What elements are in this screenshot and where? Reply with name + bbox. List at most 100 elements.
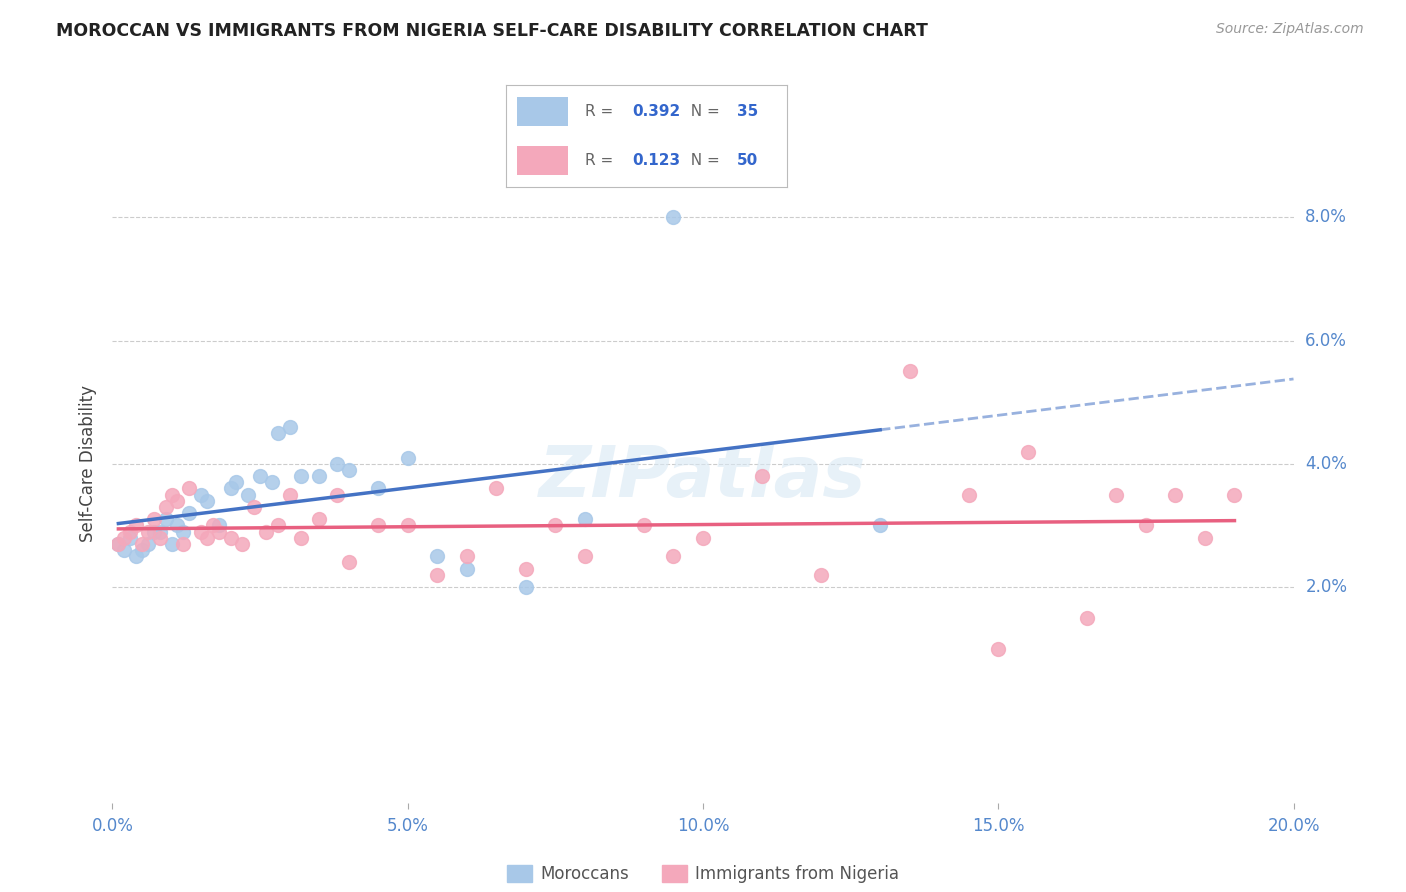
Point [243,500,266,514]
Point [195,493,218,508]
Point [1105,488,1128,502]
Point [208,524,231,539]
Text: R =: R = [585,153,619,169]
Point [195,531,218,545]
Point [1164,488,1187,502]
Text: N =: N = [681,153,724,169]
Text: 50: 50 [737,153,758,169]
Text: 4.0%: 4.0% [1305,455,1347,473]
Point [574,549,596,564]
Point [869,518,891,533]
Point [574,512,596,526]
Point [107,537,129,551]
Point [278,420,301,434]
Point [179,482,201,496]
Point [160,537,183,551]
Point [751,469,773,483]
Point [201,518,224,533]
Bar [517,146,568,175]
Point [692,531,714,545]
Point [515,580,537,594]
Point [426,549,449,564]
Point [149,524,172,539]
Point [544,518,567,533]
Point [396,518,419,533]
Point [308,469,330,483]
Point [166,493,188,508]
Point [267,425,290,440]
Point [208,518,231,533]
Point [107,537,129,551]
Point [172,524,194,539]
Point [120,531,142,545]
Point [485,482,508,496]
Text: R =: R = [585,103,619,119]
Point [225,475,247,490]
Point [426,567,449,582]
Point [367,482,389,496]
Point [131,543,153,558]
Point [120,524,142,539]
Text: 0.123: 0.123 [633,153,681,169]
Point [337,463,360,477]
Point [136,524,159,539]
Text: 2.0%: 2.0% [1305,578,1347,596]
Point [131,537,153,551]
Point [456,549,478,564]
Point [155,500,177,514]
Text: ZIPatlas: ZIPatlas [540,443,866,512]
Point [278,488,301,502]
Point [1076,611,1098,625]
Point [254,524,277,539]
Point [190,488,212,502]
Point [112,543,135,558]
Legend: Moroccans, Immigrants from Nigeria: Moroccans, Immigrants from Nigeria [501,858,905,889]
Point [957,488,980,502]
Point [231,537,253,551]
Point [326,488,349,502]
Text: MOROCCAN VS IMMIGRANTS FROM NIGERIA SELF-CARE DISABILITY CORRELATION CHART: MOROCCAN VS IMMIGRANTS FROM NIGERIA SELF… [56,22,928,40]
Point [1194,531,1216,545]
Point [290,531,312,545]
Point [190,524,212,539]
Text: 8.0%: 8.0% [1305,209,1347,227]
Point [337,556,360,570]
Point [987,641,1010,656]
Point [396,450,419,465]
Y-axis label: Self-Care Disability: Self-Care Disability [79,385,97,542]
Point [662,211,685,225]
Point [160,488,183,502]
Point [219,531,242,545]
Point [308,512,330,526]
Text: 35: 35 [737,103,758,119]
Point [142,512,165,526]
Point [125,549,148,564]
Point [179,506,201,520]
Point [267,518,290,533]
Point [238,488,260,502]
Bar [517,97,568,126]
Point [898,364,921,378]
Text: 0.392: 0.392 [633,103,681,119]
Point [456,561,478,575]
Text: 6.0%: 6.0% [1305,332,1347,350]
Point [260,475,283,490]
Point [367,518,389,533]
Point [149,531,172,545]
Point [219,482,242,496]
Point [633,518,655,533]
Point [290,469,312,483]
Point [326,457,349,471]
Point [515,561,537,575]
Point [662,549,685,564]
Text: N =: N = [681,103,724,119]
Point [136,537,159,551]
Text: Source: ZipAtlas.com: Source: ZipAtlas.com [1216,22,1364,37]
Point [112,531,135,545]
Point [810,567,832,582]
Point [249,469,271,483]
Point [125,518,148,533]
Point [1017,444,1039,458]
Point [1135,518,1157,533]
Point [172,537,194,551]
